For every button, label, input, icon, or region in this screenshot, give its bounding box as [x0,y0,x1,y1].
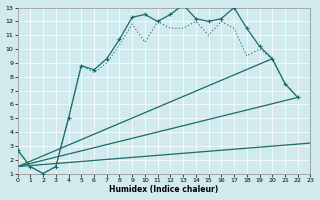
X-axis label: Humidex (Indice chaleur): Humidex (Indice chaleur) [109,185,219,194]
